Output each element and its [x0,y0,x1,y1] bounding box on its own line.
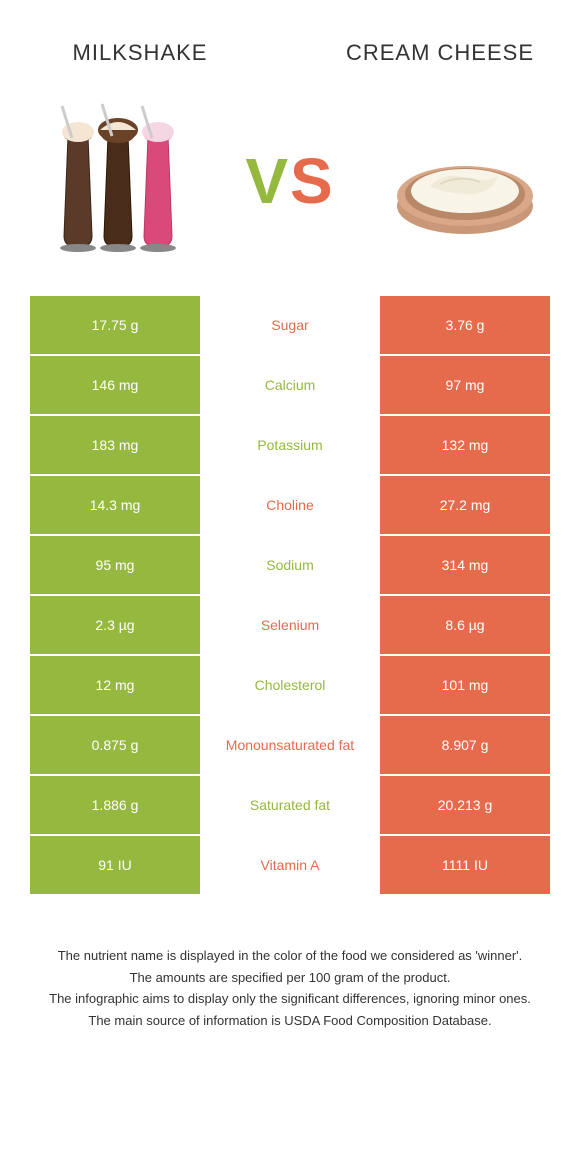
nutrient-name-cell: Sodium [200,536,380,594]
nutrient-name-cell: Selenium [200,596,380,654]
images-row: VS [0,76,580,296]
right-value-cell: 97 mg [380,356,550,414]
left-value-cell: 17.75 g [30,296,200,354]
right-value-cell: 3.76 g [380,296,550,354]
nutrient-row: 2.3 µgSelenium8.6 µg [30,596,550,654]
left-value-cell: 0.875 g [30,716,200,774]
nutrient-name-cell: Sugar [200,296,380,354]
footnotes: The nutrient name is displayed in the co… [0,896,580,1030]
left-value-cell: 91 IU [30,836,200,894]
nutrient-name-cell: Monounsaturated fat [200,716,380,774]
footnote-line: The amounts are specified per 100 gram o… [40,968,540,988]
nutrient-table: 17.75 gSugar3.76 g146 mgCalcium97 mg183 … [0,296,580,894]
right-food-image [380,96,550,266]
right-value-cell: 20.213 g [380,776,550,834]
nutrient-name-cell: Choline [200,476,380,534]
left-value-cell: 1.886 g [30,776,200,834]
vs-letter-v: V [245,145,290,217]
vs-label: VS [245,144,334,218]
nutrient-name-cell: Vitamin A [200,836,380,894]
nutrient-row: 95 mgSodium314 mg [30,536,550,594]
right-value-cell: 27.2 mg [380,476,550,534]
left-value-cell: 14.3 mg [30,476,200,534]
header-titles: Milkshake Cream Cheese [0,0,580,76]
footnote-line: The main source of information is USDA F… [40,1011,540,1031]
vs-letter-s: S [290,145,335,217]
left-value-cell: 12 mg [30,656,200,714]
nutrient-row: 17.75 gSugar3.76 g [30,296,550,354]
nutrient-row: 0.875 gMonounsaturated fat8.907 g [30,716,550,774]
nutrient-row: 91 IUVitamin A1111 IU [30,836,550,894]
footnote-line: The infographic aims to display only the… [40,989,540,1009]
nutrient-row: 183 mgPotassium132 mg [30,416,550,474]
right-value-cell: 314 mg [380,536,550,594]
left-food-title: Milkshake [40,40,240,66]
right-value-cell: 132 mg [380,416,550,474]
nutrient-name-cell: Calcium [200,356,380,414]
nutrient-name-cell: Saturated fat [200,776,380,834]
nutrient-row: 14.3 mgCholine27.2 mg [30,476,550,534]
nutrient-name-cell: Cholesterol [200,656,380,714]
nutrient-row: 1.886 gSaturated fat20.213 g [30,776,550,834]
footnote-line: The nutrient name is displayed in the co… [40,946,540,966]
left-food-image [30,96,200,266]
nutrient-row: 12 mgCholesterol101 mg [30,656,550,714]
left-value-cell: 146 mg [30,356,200,414]
right-value-cell: 101 mg [380,656,550,714]
right-food-title: Cream Cheese [340,40,540,66]
right-value-cell: 8.6 µg [380,596,550,654]
right-value-cell: 1111 IU [380,836,550,894]
left-value-cell: 2.3 µg [30,596,200,654]
nutrient-row: 146 mgCalcium97 mg [30,356,550,414]
right-value-cell: 8.907 g [380,716,550,774]
left-value-cell: 183 mg [30,416,200,474]
left-value-cell: 95 mg [30,536,200,594]
nutrient-name-cell: Potassium [200,416,380,474]
